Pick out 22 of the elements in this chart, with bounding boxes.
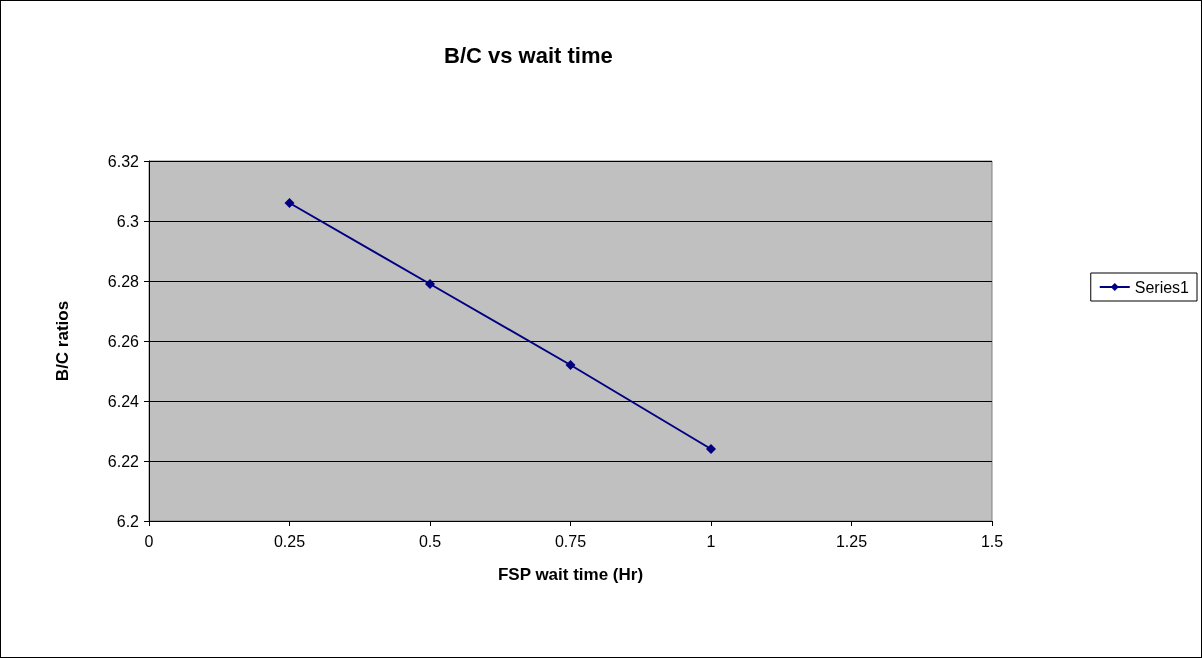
y-axis-title: B/C ratios xyxy=(53,300,72,382)
y-tick-label: 6.26 xyxy=(107,332,140,350)
y-tick-label: 6.3 xyxy=(116,212,140,230)
point xyxy=(565,360,576,370)
chart-title: B/C vs wait time xyxy=(444,42,613,68)
y-tick-label: 6.2 xyxy=(116,512,140,530)
y-tick-label: 6.28 xyxy=(107,272,140,290)
x-tick-label: 1.25 xyxy=(835,532,868,550)
x-tick-label: 0 xyxy=(144,532,154,550)
x-tick-label: 0.75 xyxy=(554,532,587,550)
x-tick-label: 1 xyxy=(706,532,716,550)
point xyxy=(425,279,435,289)
x-axis-title: FSP wait time (Hr) xyxy=(497,565,644,584)
point xyxy=(706,444,716,454)
x-tick-label: 0.5 xyxy=(418,532,442,550)
x-tick-label: 1.5 xyxy=(980,532,1004,550)
point xyxy=(284,198,295,208)
y-tick-label: 6.24 xyxy=(107,392,140,410)
legend-label: Series1 xyxy=(1134,278,1190,296)
y-tick-label: 6.32 xyxy=(107,152,140,170)
x-tick-label: 0.25 xyxy=(273,532,306,550)
y-tick-label: 6.22 xyxy=(107,452,140,470)
